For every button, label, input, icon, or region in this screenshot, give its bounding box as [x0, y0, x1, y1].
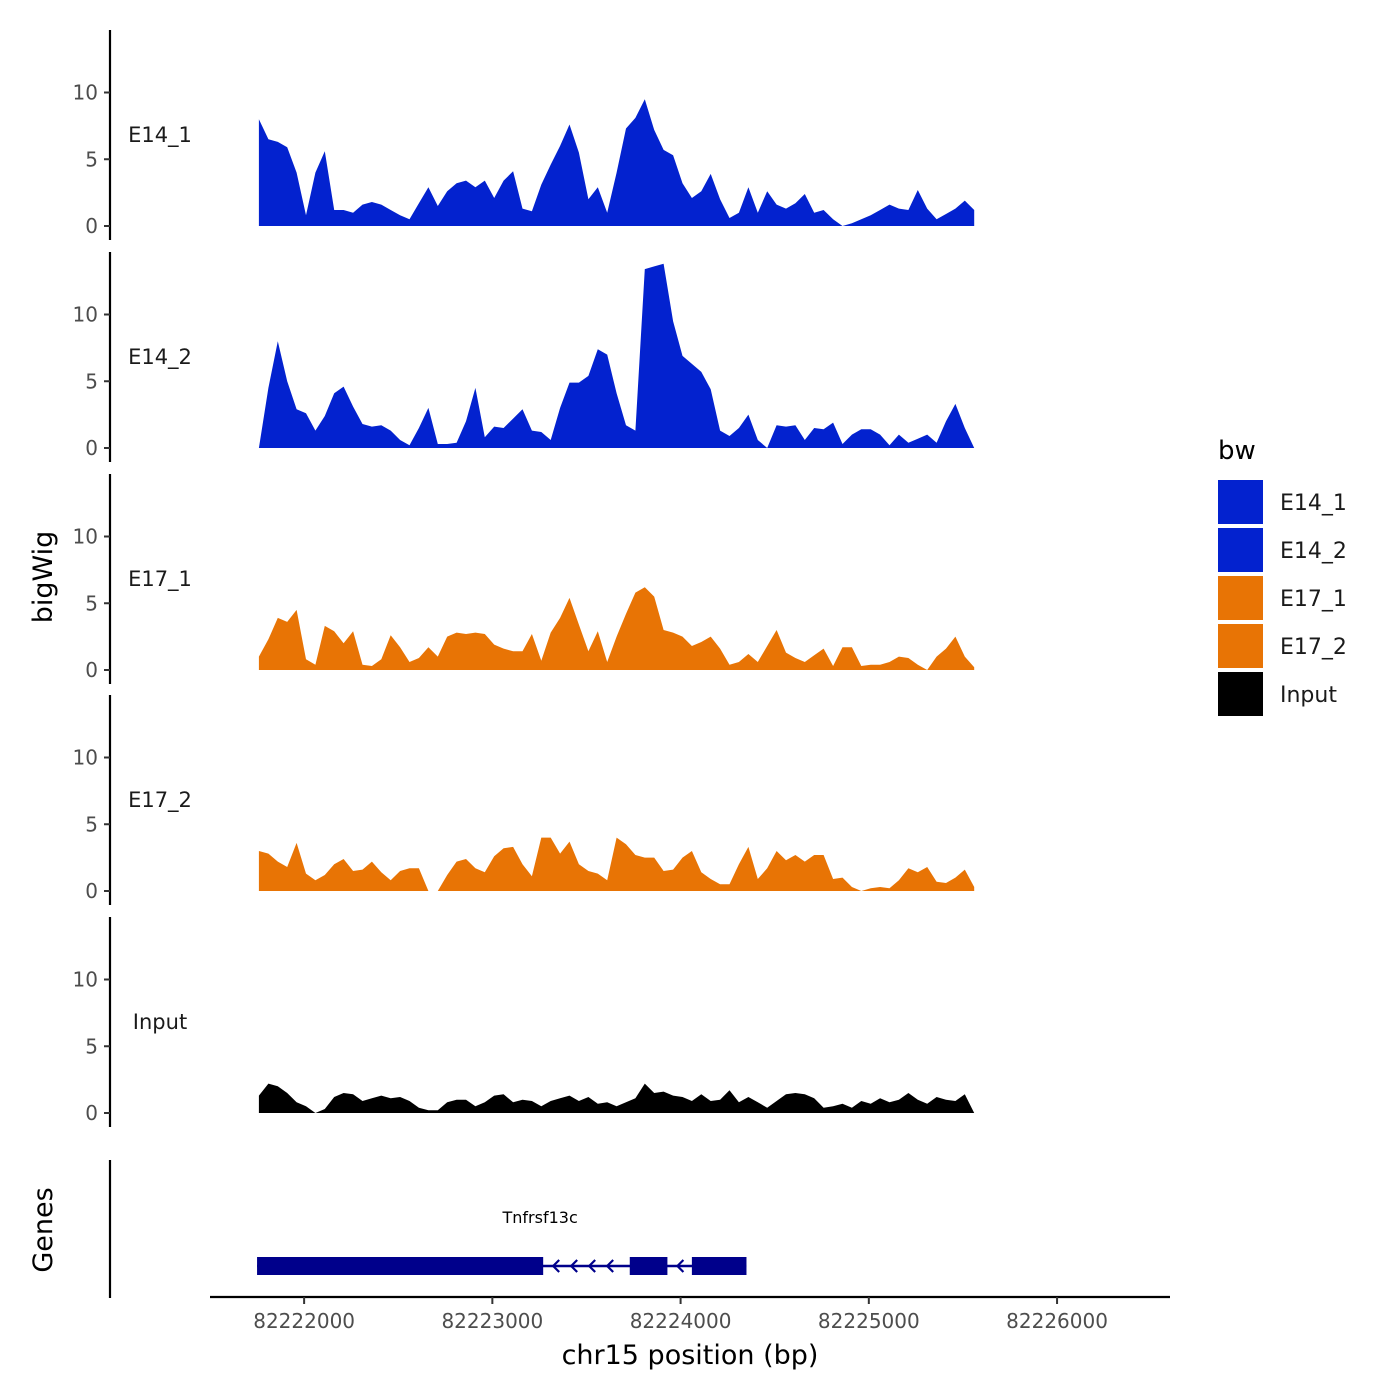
strand-arrow [569, 1259, 578, 1273]
y-tick-label: 0 [85, 1101, 98, 1125]
x-tick-label: 82223000 [441, 1309, 543, 1333]
y-tick-label: 5 [85, 147, 98, 171]
y-tick-label: 10 [73, 525, 98, 549]
area-E14_1 [258, 99, 975, 226]
strand-arrow [605, 1259, 614, 1273]
y-tick-label: 10 [73, 968, 98, 992]
x-tick-label: 82226000 [1006, 1309, 1108, 1333]
legend-swatch-Input [1218, 672, 1263, 716]
legend-label-E17_2: E17_2 [1280, 635, 1347, 660]
y-tick-label: 10 [73, 746, 98, 770]
y-tick-label: 0 [85, 658, 98, 682]
track-label: Input [133, 1010, 187, 1034]
y-tick-label: 0 [85, 436, 98, 460]
area-E17_2 [258, 837, 975, 891]
track-label: E14_1 [128, 123, 192, 148]
y-tick-label: 10 [73, 81, 98, 105]
y-tick-label: 5 [85, 812, 98, 836]
strand-arrow [551, 1259, 560, 1273]
legend-label-E14_2: E14_2 [1280, 539, 1347, 564]
gene-exon [691, 1257, 747, 1275]
x-tick-label: 82225000 [818, 1309, 920, 1333]
signal-tracks: 0 5 10 E14_1 0 5 10 E14_2 0 5 10 E17_1 0 5 10 E17_2 0 5 10… [73, 30, 975, 1127]
genes-axis-title: Genes [28, 1187, 59, 1272]
x-tick-label: 82224000 [630, 1309, 732, 1333]
track-Input: 0 5 10 Input [73, 917, 975, 1127]
strand-arrow [675, 1259, 685, 1273]
y-tick-label: 5 [85, 1034, 98, 1058]
area-Input [258, 1083, 975, 1113]
legend-title: bw [1218, 436, 1256, 466]
gene-track: Tnfrsf13c [108, 1160, 747, 1298]
legend-swatch-E17_1 [1218, 576, 1263, 620]
track-E17_1: 0 5 10 E17_1 [73, 474, 975, 684]
y-tick-label: 0 [85, 879, 98, 903]
legend-swatch-E14_2 [1218, 528, 1263, 572]
track-label: E17_2 [128, 788, 192, 813]
legend-swatch-E17_2 [1218, 624, 1263, 668]
gene-name-label: Tnfrsf13c [501, 1208, 577, 1227]
area-E14_2 [258, 263, 975, 448]
legend-label-E14_1: E14_1 [1280, 491, 1347, 516]
y-tick-label: 5 [85, 369, 98, 393]
legend-swatch-E14_1 [1218, 480, 1263, 524]
track-label: E14_2 [128, 345, 192, 370]
x-axis-title: chr15 position (bp) [562, 1340, 819, 1371]
legend-label-E17_1: E17_1 [1280, 587, 1347, 612]
x-axis: 82222000 82223000 82224000 82225000 82226000 [210, 1295, 1170, 1333]
y-tick-label: 0 [85, 214, 98, 238]
area-E17_1 [258, 587, 975, 670]
strand-arrow [587, 1259, 596, 1273]
gene-exon [629, 1257, 668, 1275]
legend: bw E14_1 E14_2 E17_1 E17_2 Input [1218, 436, 1347, 716]
track-E14_1: 0 5 10 E14_1 [73, 30, 975, 240]
y-tick-label: 5 [85, 591, 98, 615]
gene-Tnfrsf13c: Tnfrsf13c [257, 1208, 747, 1275]
track-label: E17_1 [128, 567, 192, 592]
y-axis-title: bigWig [28, 531, 59, 624]
track-E14_2: 0 5 10 E14_2 [73, 252, 975, 462]
gene-exon [257, 1257, 544, 1275]
y-tick-label: 10 [73, 303, 98, 327]
x-tick-label: 82222000 [253, 1309, 355, 1333]
legend-label-Input: Input [1280, 683, 1337, 708]
track-E17_2: 0 5 10 E17_2 [73, 695, 975, 905]
